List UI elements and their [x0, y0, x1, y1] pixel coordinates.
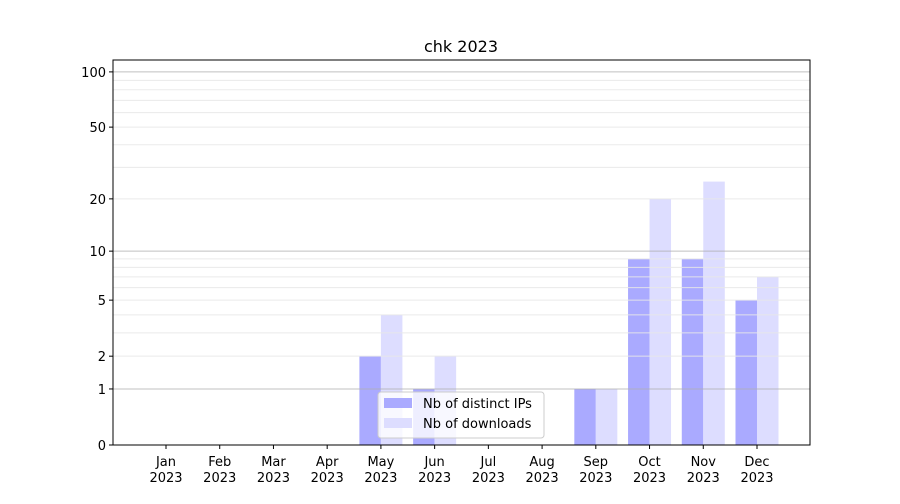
bar-downloads	[649, 198, 672, 445]
y-tick-label: 50	[89, 121, 106, 136]
x-tick-label: Jul 2023	[472, 455, 505, 486]
legend: Nb of distinct IPs Nb of downloads	[377, 391, 545, 439]
x-tick-label: May 2023	[364, 455, 397, 486]
x-tick-label: Sep 2023	[579, 455, 612, 486]
x-tick-label: Aug 2023	[526, 455, 559, 486]
y-tick-label: 10	[89, 245, 106, 260]
x-tick-label: Oct 2023	[633, 455, 666, 486]
bar-downloads	[757, 276, 779, 445]
y-tick-label: 100	[81, 66, 106, 81]
bar-distinct-ips	[681, 258, 704, 445]
x-tick-label: Mar 2023	[257, 455, 290, 486]
legend-swatch	[384, 418, 412, 428]
x-tick-label: Nov 2023	[687, 455, 720, 486]
y-tick-label: 5	[98, 294, 106, 309]
plot-frame	[112, 59, 811, 446]
legend-swatch	[384, 398, 412, 408]
legend-label: Nb of downloads	[423, 417, 532, 432]
bar-distinct-ips	[574, 388, 596, 445]
bar-downloads	[595, 388, 618, 445]
y-tick-label: 1	[98, 383, 106, 398]
x-tick-label: Dec 2023	[740, 455, 773, 486]
legend-box	[377, 391, 545, 439]
y-tick-label: 2	[98, 350, 106, 365]
x-tick-label: Apr 2023	[311, 455, 344, 486]
bar-downloads	[703, 181, 725, 445]
chart-title: chk 2023	[424, 37, 498, 56]
bar-distinct-ips	[359, 356, 381, 445]
legend-label: Nb of distinct IPs	[423, 397, 532, 412]
y-tick-label: 20	[89, 193, 106, 208]
bar-distinct-ips	[735, 300, 757, 445]
bar-distinct-ips	[628, 258, 650, 445]
x-tick-label: Feb 2023	[203, 455, 236, 486]
y-tick-label: 0	[98, 439, 106, 454]
x-tick-label: Jan 2023	[149, 455, 182, 486]
x-tick-label: Jun 2023	[418, 455, 451, 486]
